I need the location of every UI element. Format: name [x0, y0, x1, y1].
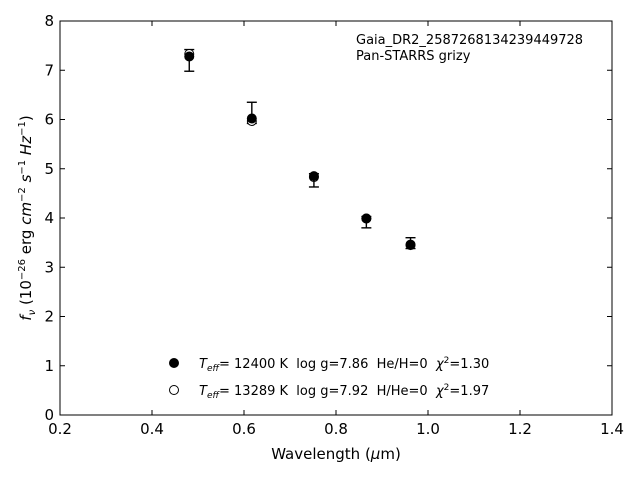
x-tick-label-4: 1.0	[416, 420, 440, 438]
model-filled-point-0	[184, 51, 195, 62]
y-tick-label-2: 2	[44, 308, 54, 326]
y-axis-title: fν (10−26 erg cm−2 s−1 Hz−1)	[17, 115, 38, 320]
legend: Teff= 12400 K log g=7.86 He/H=0 χ2=1.30 …	[169, 356, 489, 401]
y-tick-label-4: 4	[44, 209, 54, 227]
annotation-source-id: Gaia_DR2_2587268134239449728	[356, 33, 583, 48]
legend-marker-filled	[169, 358, 179, 368]
annotation-survey: Pan-STARRS grizy	[356, 49, 471, 64]
legend-label-dbs: Teff= 13289 K log g=7.92 H/He=0 χ2=1.97	[199, 383, 489, 401]
y-tick-label-3: 3	[44, 258, 54, 276]
x-tick-label-3: 0.8	[324, 420, 348, 438]
y-tick-label-5: 5	[44, 160, 54, 178]
x-tick-label-6: 1.4	[600, 420, 624, 438]
x-tick-label-5: 1.2	[508, 420, 532, 438]
model-filled-point-1	[246, 113, 257, 124]
x-tick-label-2: 0.6	[232, 420, 256, 438]
y-tick-label-8: 8	[44, 12, 54, 30]
plot-background	[60, 21, 612, 415]
model-filled-point-2	[308, 171, 319, 182]
plot-frame	[59, 20, 613, 416]
y-tick-label-0: 0	[44, 406, 54, 424]
x-axis-title: Wavelength (μm)	[271, 445, 401, 463]
legend-label-das: Teff= 12400 K log g=7.86 He/H=0 χ2=1.30	[199, 356, 489, 374]
y-tick-label-7: 7	[44, 61, 54, 79]
y-tick-label-1: 1	[44, 357, 54, 375]
x-tick-label-1: 0.4	[140, 420, 164, 438]
y-tick-label-6: 6	[44, 111, 54, 129]
model-filled-point-4	[405, 240, 416, 251]
model-filled-point-3	[361, 213, 372, 224]
x-tick-label-0: 0.2	[48, 420, 72, 438]
legend-marker-open	[169, 385, 179, 395]
data-points	[184, 48, 416, 251]
